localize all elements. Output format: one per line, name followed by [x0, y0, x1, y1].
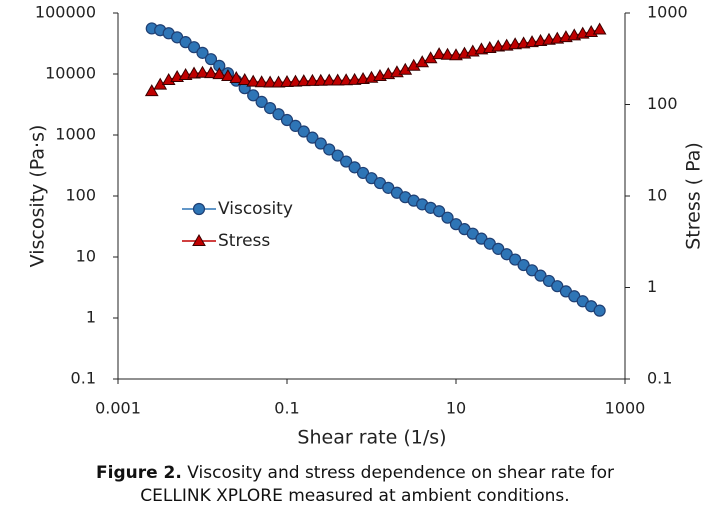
- x-tick-label: 0.1: [274, 399, 299, 418]
- caption: Figure 2. Viscosity and stress dependenc…: [60, 462, 650, 508]
- x-tick-label: 0.001: [95, 399, 141, 418]
- data-point: [593, 304, 606, 317]
- data-point: [254, 75, 269, 88]
- caption-text: Viscosity and stress dependence on shear…: [140, 463, 614, 506]
- data-point: [330, 73, 345, 86]
- legend-marker: [192, 233, 206, 246]
- data-point: [509, 253, 522, 266]
- data-point: [305, 73, 320, 86]
- data-point: [264, 102, 277, 115]
- data-point: [313, 73, 328, 86]
- data-point: [433, 205, 446, 218]
- data-point: [144, 84, 159, 97]
- data-point: [296, 74, 311, 87]
- data-point: [306, 131, 319, 144]
- data-point: [204, 53, 218, 66]
- data-point: [237, 73, 252, 86]
- data-point: [441, 211, 454, 224]
- data-point: [212, 67, 227, 80]
- data-point: [221, 68, 235, 81]
- data-point: [348, 161, 361, 174]
- y2-tick-label: 1: [647, 277, 657, 296]
- data-point: [340, 155, 353, 168]
- x-tick-label: 1000: [605, 399, 646, 418]
- data-point: [331, 149, 344, 162]
- data-point: [592, 22, 607, 35]
- y-tick-label: 1: [86, 308, 96, 327]
- data-point: [229, 70, 244, 83]
- legend-label: Viscosity: [218, 199, 293, 219]
- legend-label: Stress: [218, 231, 270, 251]
- y-tick-label: 10: [76, 247, 96, 266]
- data-point: [272, 108, 285, 121]
- data-point: [204, 66, 218, 79]
- y-tick-label: 1000: [55, 125, 96, 144]
- data-point: [195, 65, 210, 78]
- x-axis-title: Shear rate (1/s): [297, 427, 446, 449]
- data-point: [323, 143, 336, 156]
- data-point: [255, 95, 268, 108]
- y-tick-label: 0.1: [71, 369, 96, 388]
- x-tick-label: 10: [446, 399, 466, 418]
- data-point: [263, 75, 277, 88]
- data-point: [246, 74, 261, 87]
- data-point: [314, 137, 327, 150]
- y-tick-label: 100: [65, 186, 96, 205]
- y-tick-label: 10000: [45, 64, 96, 83]
- data-point: [297, 125, 310, 138]
- legend-marker: [192, 202, 206, 216]
- y2-axis-title: Stress ( Pa): [683, 142, 705, 250]
- data-point: [339, 73, 353, 86]
- y-tick-label: 100000: [35, 3, 96, 22]
- data-point: [247, 89, 260, 102]
- data-point: [280, 113, 294, 127]
- data-point: [322, 73, 337, 86]
- data-point: [187, 41, 201, 54]
- data-point: [440, 47, 455, 60]
- data-point: [432, 47, 446, 60]
- data-point: [196, 46, 209, 59]
- y2-tick-label: 0.1: [647, 369, 672, 388]
- data-point: [492, 242, 505, 255]
- data-point: [289, 119, 302, 132]
- y-axis-title: Viscosity (Pa·s): [27, 125, 49, 268]
- caption-label: Figure 2.: [96, 463, 182, 483]
- y2-tick-label: 10: [647, 186, 667, 205]
- data-point: [271, 75, 286, 88]
- y2-tick-label: 1000: [647, 3, 688, 22]
- chart: Shear rate (1/s) Viscosity (Pa·s) Stress…: [27, 3, 705, 449]
- y2-tick-label: 100: [647, 94, 678, 113]
- data-point: [280, 75, 294, 88]
